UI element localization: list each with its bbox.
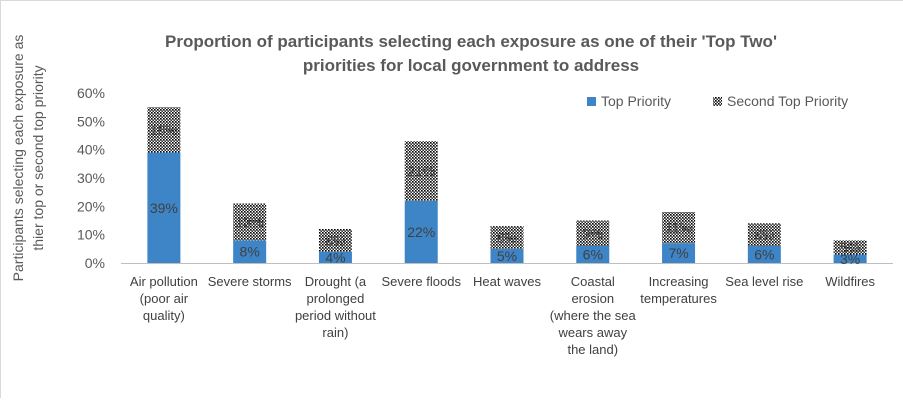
y-tick-label: 40%: [77, 142, 105, 158]
category-label: Heat waves: [473, 274, 541, 289]
y-axis-ticks: 0% 10% 20% 30% 40% 50% 60%: [77, 85, 105, 271]
category-label-line: Wildfires: [825, 274, 875, 289]
bar-second-top-priority: [747, 223, 781, 246]
bar-second-top-priority: [833, 240, 867, 255]
data-label-top-priority: 5%: [497, 248, 517, 264]
category-label-line: Severe floods: [381, 274, 461, 289]
category-label: Severe floods: [381, 274, 461, 289]
bar-second-top-priority: [318, 229, 352, 252]
category-label-line: Increasing: [649, 274, 709, 289]
y-tick-label: 20%: [77, 198, 105, 214]
data-label-second-top-priority: 13%: [236, 214, 264, 230]
category-label: Severe storms: [208, 274, 292, 289]
bar-top-priority: [490, 248, 524, 263]
data-label-top-priority: 6%: [754, 247, 774, 263]
data-labels: 39%16%8%13%4%8%22%21%5%8%6%9%7%11%6%8%3%…: [150, 122, 860, 267]
category-label-line: prolonged: [307, 291, 365, 306]
bars: [147, 107, 867, 263]
y-tick-label: 50%: [77, 113, 105, 129]
category-label: Sea level rise: [725, 274, 803, 289]
category-label-line: temperatures: [640, 291, 717, 306]
legend-swatch-second-top-priority: [713, 97, 722, 106]
bar-second-top-priority: [233, 203, 267, 241]
bar-second-top-priority: [404, 141, 438, 201]
bar-top-priority: [318, 251, 352, 263]
data-label-top-priority: 7%: [668, 245, 688, 261]
y-tick-label: 60%: [77, 85, 105, 101]
data-label-top-priority: 6%: [583, 247, 603, 263]
category-label-line: (where the sea: [550, 308, 637, 323]
bar-top-priority: [233, 240, 267, 263]
bar-top-priority: [747, 246, 781, 263]
data-label-top-priority: 3%: [840, 251, 860, 267]
category-label-line: Heat waves: [473, 274, 541, 289]
category-label-line: period without: [295, 308, 376, 323]
category-label-line: Sea level rise: [725, 274, 803, 289]
legend-label-second-top-priority: Second Top Priority: [727, 93, 848, 109]
data-label-top-priority: 39%: [150, 200, 178, 216]
bar-second-top-priority: [490, 226, 524, 249]
data-label-top-priority: 22%: [407, 224, 435, 240]
legend-swatch-top-priority: [587, 97, 596, 106]
category-label-line: the land): [567, 342, 618, 357]
y-axis-label: Participants selecting each exposure as t…: [10, 35, 46, 282]
chart-title-line: priorities for local government to addre…: [303, 56, 639, 75]
data-label-top-priority: 4%: [325, 249, 345, 265]
bar-top-priority: [404, 200, 438, 263]
data-label-second-top-priority: 21%: [407, 163, 435, 179]
y-tick-label: 30%: [77, 170, 105, 186]
data-label-second-top-priority: 9%: [583, 225, 603, 241]
bar-top-priority: [576, 246, 610, 263]
y-tick-label: 0%: [85, 255, 105, 271]
legend: Top Priority Second Top Priority: [587, 93, 848, 109]
category-label-line: Drought (a: [305, 274, 367, 289]
y-tick-label: 10%: [77, 227, 105, 243]
data-label-second-top-priority: 8%: [497, 230, 517, 246]
bar-top-priority: [147, 152, 181, 263]
data-label-second-top-priority: 16%: [150, 122, 178, 138]
data-label-second-top-priority: 5%: [840, 239, 860, 255]
category-label-line: erosion: [571, 291, 614, 306]
chart-title: Proportion of participants selecting eac…: [165, 32, 777, 75]
data-label-second-top-priority: 8%: [754, 227, 774, 243]
category-label-line: quality): [143, 308, 185, 323]
category-label-line: Severe storms: [208, 274, 292, 289]
category-label-line: (poor air: [140, 291, 189, 306]
data-label-second-top-priority: 11%: [665, 220, 692, 236]
category-label-line: Air pollution: [130, 274, 198, 289]
category-label-line: Coastal: [571, 274, 615, 289]
category-label: Increasing temperatures: [640, 274, 717, 306]
data-label-second-top-priority: 8%: [325, 232, 345, 248]
category-label-line: rain): [322, 325, 348, 340]
data-label-top-priority: 8%: [240, 244, 260, 260]
chart-title-line: Proportion of participants selecting eac…: [165, 32, 777, 51]
bar-top-priority: [833, 254, 867, 263]
category-label: Coastal erosion (where the sea wears away th…: [550, 274, 637, 357]
category-label: Drought (a prolonged period without rain): [295, 274, 376, 340]
bar-second-top-priority: [662, 212, 696, 244]
y-axis-label-line: Participants selecting each exposure as: [10, 35, 26, 282]
y-axis-label-line: thier top or second top priority: [30, 65, 46, 250]
legend-label-top-priority: Top Priority: [601, 93, 671, 109]
bar-top-priority: [662, 243, 696, 263]
category-labels: Air pollution (poor air quality) Severe sto…: [130, 274, 876, 357]
category-label-line: wears away: [557, 325, 627, 340]
category-label: Wildfires: [825, 274, 875, 289]
bar-second-top-priority: [147, 107, 181, 153]
category-label: Air pollution (poor air quality): [130, 274, 198, 323]
bar-second-top-priority: [576, 220, 610, 246]
